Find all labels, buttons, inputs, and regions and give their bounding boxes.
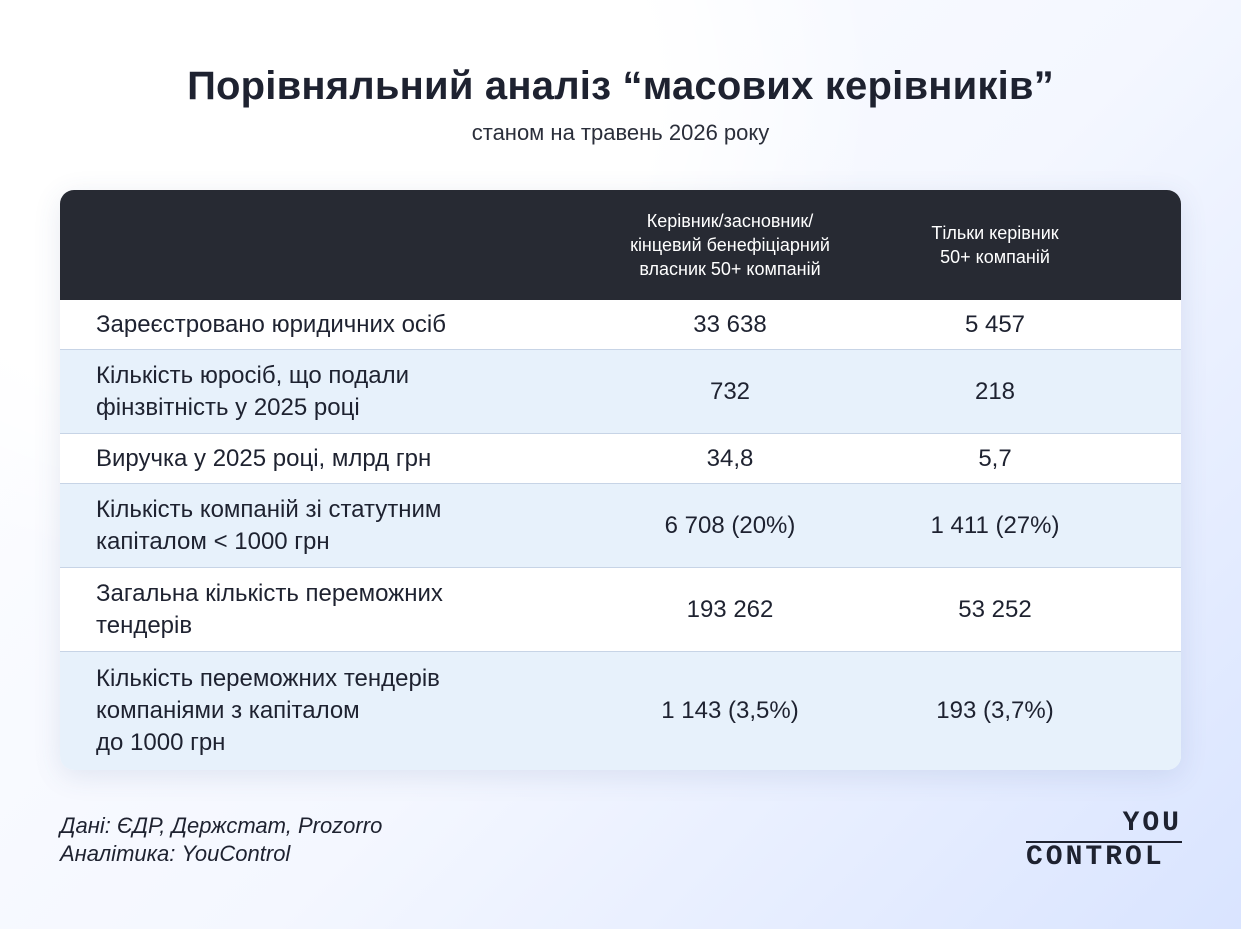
row-label: Кількість компаній зі статутним капітало… [96,495,442,555]
row-value-owner-manager: 193 262 [686,595,774,623]
youcontrol-logo: YOU CONTROL [1026,810,1182,872]
row-label: Зареєстровано юридичних осіб [96,310,446,338]
row-value-manager-only: 5 457 [964,310,1026,338]
data-source-note: Дані: ЄДР, Держстат, Prozorro Аналітика:… [60,812,382,868]
row-label: Кількість переможних тендерів компаніями… [96,665,440,756]
row-value-owner-manager: 732 [709,377,751,405]
comparison-table: Керівник/засновник/ кінцевий бенефіціарн… [60,190,1181,770]
table-header: Керівник/засновник/ кінцевий бенефіціарн… [60,190,1181,300]
column-header-owner-manager: Керівник/засновник/ кінцевий бенефіціарн… [630,211,830,279]
row-label: Виручка у 2025 році, млрд грн [96,444,432,472]
row-value-owner-manager: 33 638 [693,310,767,338]
source-line: Дані: ЄДР, Держстат, Prozorro [60,813,383,838]
logo-you: YOU [1122,808,1182,839]
logo-control: CONTROL [1026,842,1165,873]
row-value-manager-only: 1 411 (27%) [930,511,1060,539]
row-label: Кількість юросіб, що подали фінзвітність… [96,361,409,421]
row-label: Загальна кількість переможних тендерів [96,579,443,639]
table-row: Кількість юросіб, що подали фінзвітність… [60,350,1181,434]
column-header-manager-only: Тільки керівник 50+ компаній [931,223,1059,267]
row-value-owner-manager: 1 143 (3,5%) [661,697,799,724]
row-value-owner-manager: 6 708 (20%) [664,511,796,539]
row-value-manager-only: 218 [974,377,1016,405]
table-row: Виручка у 2025 році, млрд грн 34,8 5,7 [60,434,1181,484]
row-value-owner-manager: 34,8 [706,444,754,472]
table-row: Зареєстровано юридичних осіб 33 638 5 45… [60,300,1181,350]
logo-divider [1026,841,1182,843]
table-row: Кількість переможних тендерів компаніями… [60,652,1181,770]
table-row: Кількість компаній зі статутним капітало… [60,484,1181,568]
page-subtitle: станом на травень 2026 року [471,120,770,145]
table-row: Загальна кількість переможних тендерів 1… [60,568,1181,652]
page-title: Порівняльний аналіз “масових керівників” [187,64,1054,108]
row-value-manager-only: 193 (3,7%) [936,697,1054,724]
analytics-line: Аналітика: YouControl [60,841,291,866]
row-value-manager-only: 5,7 [978,444,1012,472]
row-value-manager-only: 53 252 [958,595,1032,623]
